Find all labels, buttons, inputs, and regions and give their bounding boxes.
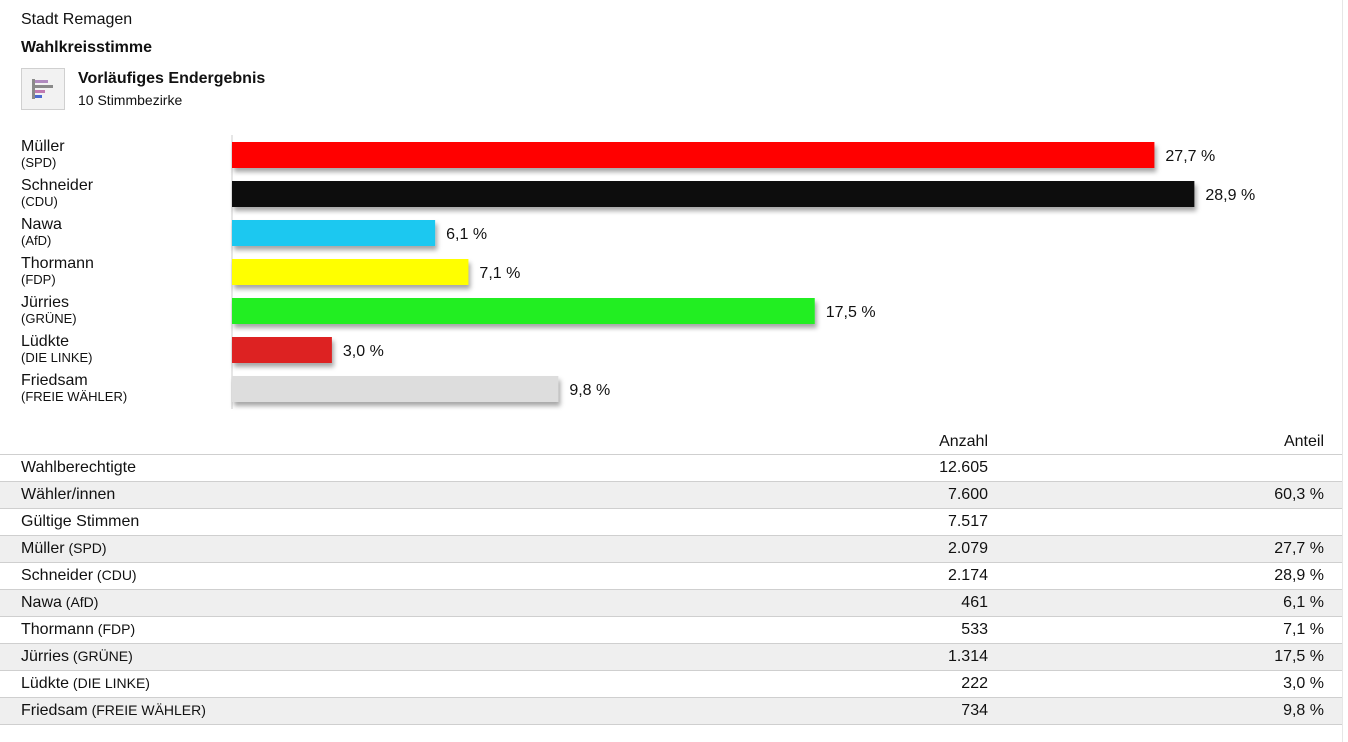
table-row: Lüdkte (DIE LINKE) 222 3,0 % — [0, 671, 1342, 698]
row-share: 9,8 % — [1283, 702, 1324, 719]
candidate-label: Friedsam (FREIE WÄHLER) — [21, 372, 128, 404]
table-row: Wahlberechtigte 12.605 — [0, 455, 1342, 482]
results-table: Anzahl Anteil Wahlberechtigte 12.605 Wähle… — [0, 428, 1342, 725]
candidate-label: Schneider (CDU) — [21, 177, 94, 209]
chart-value-label: 3,0 % — [343, 343, 384, 360]
row-label: Lüdkte (DIE LINKE) — [21, 675, 150, 692]
row-count: 533 — [961, 621, 988, 638]
candidate-name: Schneider — [21, 177, 94, 194]
chart-bar — [232, 181, 1195, 207]
candidate-party: (DIE LINKE) — [21, 350, 93, 365]
chart-bar — [232, 142, 1155, 168]
candidate-name: Jürries — [21, 294, 70, 311]
candidate-label: Lüdkte (DIE LINKE) — [21, 333, 93, 365]
candidate-party: (FDP) — [21, 272, 56, 287]
row-party: (GRÜNE) — [69, 648, 133, 664]
row-label: Jürries (GRÜNE) — [21, 648, 133, 665]
chart-value-label: 17,5 % — [826, 304, 876, 321]
table-body: Wahlberechtigte 12.605 Wähler/innen 7.600 60… — [0, 455, 1342, 725]
row-label: Müller (SPD) — [21, 540, 107, 557]
candidate-party: (GRÜNE) — [21, 311, 77, 326]
table-row: Jürries (GRÜNE) 1.314 17,5 % — [0, 644, 1342, 671]
candidate-party: (AfD) — [21, 233, 52, 248]
candidate-party: (SPD) — [21, 155, 57, 170]
row-party: (FDP) — [93, 621, 136, 637]
row-share: 3,0 % — [1283, 675, 1324, 692]
row-party: (CDU) — [93, 567, 137, 583]
row-count: 2.174 — [947, 567, 988, 584]
row-share: 6,1 % — [1283, 594, 1324, 611]
chart-bar — [232, 337, 332, 363]
row-share: 27,7 % — [1274, 540, 1324, 557]
row-label: Wahlberechtigte — [21, 459, 137, 476]
row-party: (FREIE WÄHLER) — [87, 702, 206, 718]
candidate-name: Nawa — [21, 216, 62, 233]
table-header: Anzahl Anteil — [0, 428, 1342, 455]
candidate-label: Jürries (GRÜNE) — [21, 294, 77, 326]
row-count: 1.314 — [947, 648, 988, 665]
table-row: Wähler/innen 7.600 60,3 % — [0, 482, 1342, 509]
row-count: 12.605 — [939, 459, 988, 476]
table-row: Gültige Stimmen 7.517 — [0, 509, 1342, 536]
row-label: Wähler/innen — [21, 486, 116, 503]
candidate-label: Nawa (AfD) — [21, 216, 62, 248]
row-party: (AfD) — [61, 594, 99, 610]
row-count: 7.517 — [947, 513, 988, 530]
row-share: 60,3 % — [1274, 486, 1324, 503]
status-subtitle: 10 Stimmbezirke — [78, 92, 183, 108]
bar-chart-icon — [32, 79, 53, 99]
table-row: Friedsam (FREIE WÄHLER) 734 9,8 % — [0, 698, 1342, 725]
chart-bar — [232, 220, 436, 246]
row-label: Friedsam (FREIE WÄHLER) — [21, 702, 206, 719]
row-count: 734 — [961, 702, 988, 719]
table-row: Schneider (CDU) 2.174 28,9 % — [0, 563, 1342, 590]
row-label: Schneider (CDU) — [21, 567, 137, 584]
row-share: 28,9 % — [1274, 567, 1324, 584]
row-count: 2.079 — [947, 540, 988, 557]
bar-chart-svg: 27,7 % 28,9 % 6,1 % 7,1 % 17,5 % 3,0 % 9,8 % — [231, 135, 1255, 409]
row-count: 7.600 — [947, 486, 988, 503]
section-title: Wahlkreisstimme — [21, 39, 153, 56]
candidate-name: Müller — [21, 138, 65, 155]
chart-bar — [232, 259, 469, 285]
candidate-label: Müller (SPD) — [21, 138, 65, 170]
header-count: Anzahl — [939, 433, 988, 450]
row-count: 222 — [961, 675, 988, 692]
candidate-party: (CDU) — [21, 194, 58, 209]
candidate-party: (FREIE WÄHLER) — [21, 389, 128, 404]
candidate-name: Thormann — [21, 255, 94, 272]
row-share: 17,5 % — [1274, 648, 1324, 665]
candidate-name: Friedsam — [21, 372, 88, 389]
row-label: Gültige Stimmen — [21, 513, 140, 530]
chart-bar — [232, 376, 559, 402]
table-row: Müller (SPD) 2.079 27,7 % — [0, 536, 1342, 563]
chart-value-label: 7,1 % — [479, 265, 520, 282]
status-title: Vorläufiges Endergebnis — [78, 70, 266, 87]
chart-value-label: 28,9 % — [1205, 187, 1255, 204]
row-label: Thormann (FDP) — [21, 621, 136, 638]
candidate-label: Thormann (FDP) — [21, 255, 94, 287]
chart-value-label: 27,7 % — [1165, 148, 1215, 165]
candidate-name: Lüdkte — [21, 333, 70, 350]
row-party: (DIE LINKE) — [69, 675, 150, 691]
chart-bar — [232, 298, 815, 324]
table-row: Nawa (AfD) 461 6,1 % — [0, 590, 1342, 617]
right-border — [1342, 0, 1343, 742]
location-title: Stadt Remagen — [21, 11, 133, 28]
header-share: Anteil — [1283, 433, 1324, 450]
chart-value-label: 6,1 % — [446, 226, 487, 243]
table-row: Thormann (FDP) 533 7,1 % — [0, 617, 1342, 644]
results-bar-chart: Müller (SPD) Schneider (CDU) Nawa (AfD) Thorma… — [0, 130, 1348, 420]
row-label: Nawa (AfD) — [21, 594, 99, 611]
row-share: 7,1 % — [1283, 621, 1324, 638]
status-icon-button[interactable] — [21, 68, 65, 110]
row-count: 461 — [961, 594, 988, 611]
chart-value-label: 9,8 % — [569, 382, 610, 399]
row-party: (SPD) — [64, 540, 107, 556]
